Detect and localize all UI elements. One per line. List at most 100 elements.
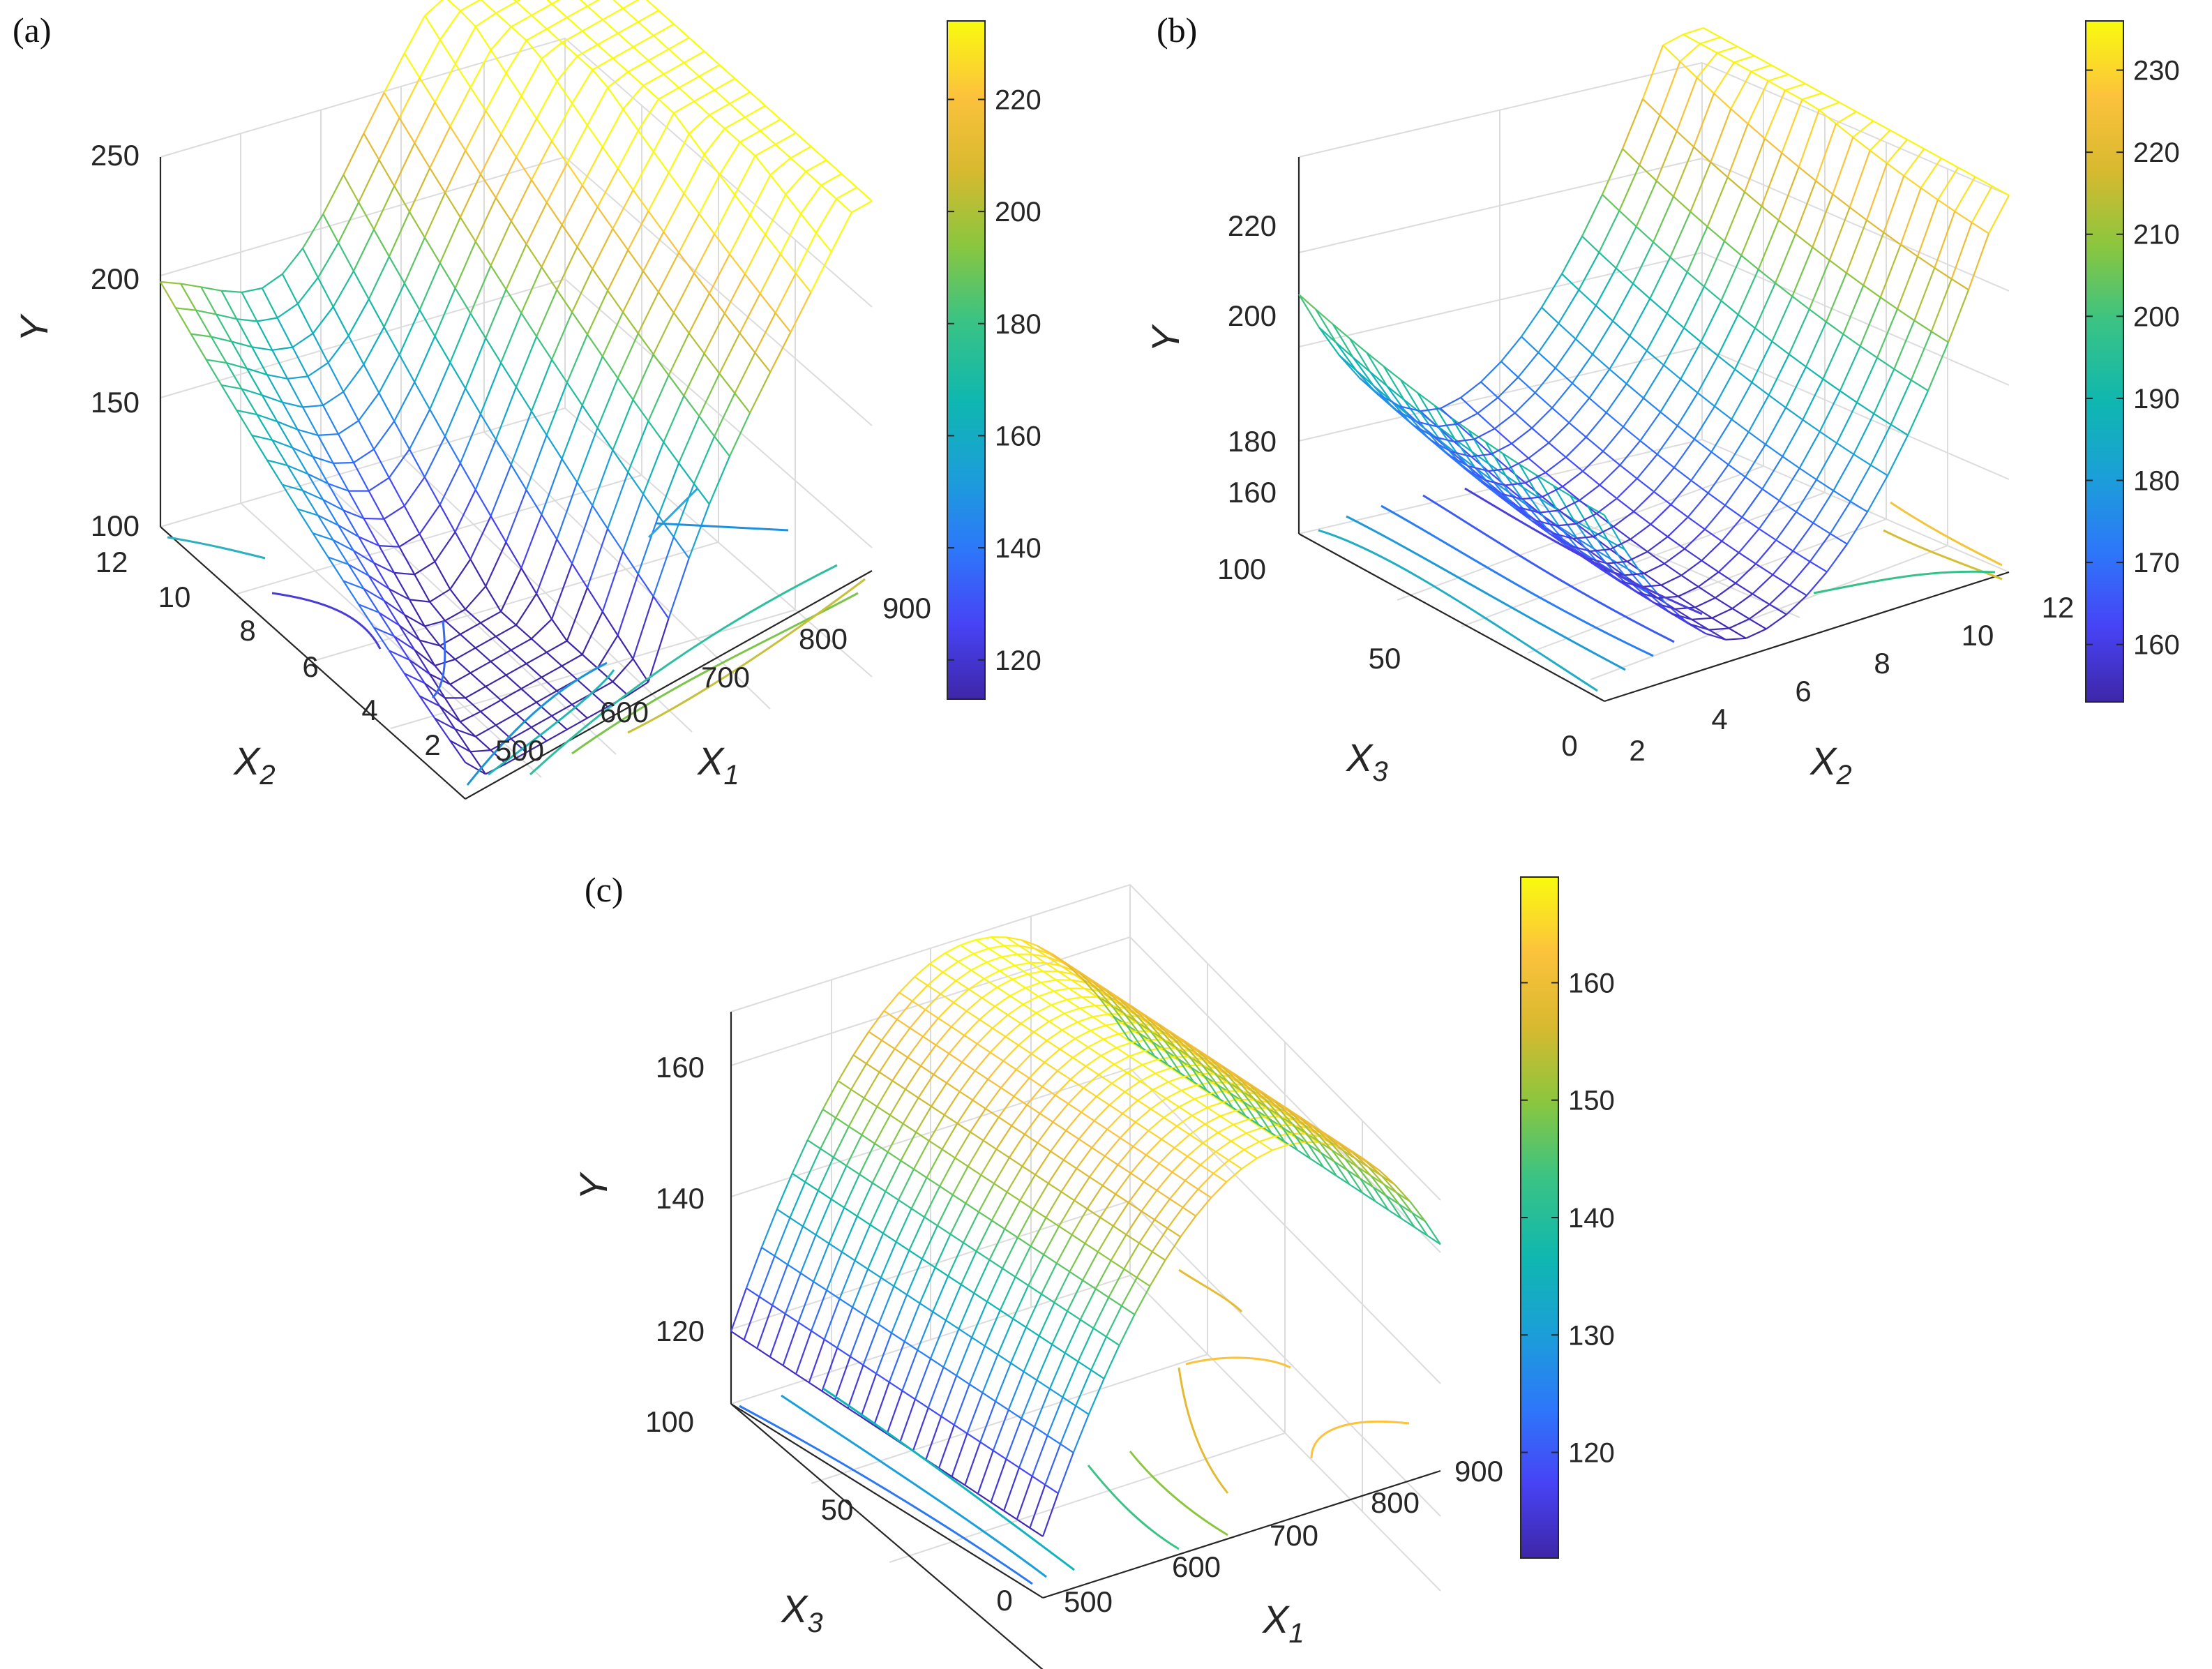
panel-a-mesh-line [516,387,532,412]
colorbar-tick-label: 210 [2133,220,2180,250]
panel-c-mesh-line [1006,1191,1021,1202]
panel-b-mesh-line [1590,529,1612,560]
panel-a-mesh-line [769,331,792,373]
panel-a-mesh-line [474,647,492,662]
panel-a-mesh-line [693,272,710,294]
panel-b-mesh-line [1957,167,1976,178]
panel-a-mesh-line [723,313,741,334]
panel-c-mesh-line [1071,1208,1088,1236]
panel-a-mesh-line [520,514,543,569]
panel-b-mesh-line [1867,475,1888,513]
panel-a-mesh-line [190,334,207,360]
panel-b-mesh-line [1700,341,1719,357]
panel-b-mesh-line [1366,352,1388,387]
panel-c-mesh-line [1251,1089,1268,1108]
panel-b-mesh-line [1903,175,1922,189]
panel-c-mesh-line [1072,1046,1089,1058]
panel-c-mesh-line [1009,987,1026,997]
panel-a-mesh-line [703,313,725,354]
panel-c-mesh-line [802,1225,817,1236]
panel-c-mesh-line [769,1356,784,1366]
panel-c-mesh-line [907,1056,921,1067]
panel-b-mesh-line [1534,392,1553,409]
panel-b-mesh-line [1318,327,1337,343]
panel-b-mesh-line [1687,516,1706,530]
panel-c-mesh-line [1383,1183,1400,1205]
panel-c-mesh-line [758,1296,773,1306]
panel-c-mesh-line [1069,1271,1083,1281]
panel-c-mesh-line [1061,1029,1076,1040]
panel-b-mesh-line [1659,114,1678,132]
panel-c-mesh-line [1227,1081,1244,1102]
panel-a-mesh-line [500,95,522,135]
panel-c-mesh-line [1279,1115,1296,1137]
panel-a-mesh-line [383,283,405,328]
colorbar-tick-label: 160 [2133,630,2180,661]
panel-a-mesh-line [516,713,532,728]
panel-c-mesh-line [1372,1186,1390,1211]
panel-b-mesh-line [1536,474,1554,487]
panel-b-mesh-line [1618,210,1637,227]
panel-b-mesh-line [1683,327,1702,343]
panel-b-mesh-line [1856,401,1874,414]
panel-c-mesh-line [1034,1174,1049,1184]
panel-c-mesh-line [880,1277,895,1287]
panel-c-mesh-line [1032,953,1046,964]
panel-a-mesh-line [343,509,364,520]
panel-a-mesh-line [709,114,725,130]
panel-a-mesh-line [760,130,776,145]
panel-a-mesh-line [520,688,537,703]
panel-c-mesh-line [1241,1157,1258,1170]
panel-a-mesh-line [714,233,730,255]
panel-c-mesh-line [1355,1158,1372,1176]
panel-a-mesh-line [373,186,396,230]
panel-c-mesh-line [1005,936,1020,947]
panel-b-mesh-line [1505,474,1523,488]
panel-c-mesh-line [1034,948,1051,955]
panel-b-mesh-line [1693,146,1712,163]
panel-a-mesh-line [601,611,619,636]
panel-a-mesh-line [851,200,873,214]
panel-c-mesh-line [934,1266,949,1277]
panel-c-mesh-line [958,1070,976,1093]
panel-c-mesh-line [1097,996,1114,1017]
panel-b-xtick: 2 [1629,734,1645,767]
panel-a-mesh-line [673,23,690,38]
panel-c-mesh-line [1129,1050,1145,1057]
panel-c-mesh-line [841,1215,858,1252]
panel-a-mesh-line [642,84,659,100]
panel-b-mesh-line [1646,313,1668,352]
panel-a-mesh-line [343,174,360,203]
panel-a-mesh-line [347,491,365,519]
panel-c-mesh-line [1180,1215,1197,1238]
panel-a-mesh-line [581,405,599,428]
panel-a-mesh-line [683,353,705,396]
panel-c-mesh-line [988,945,1005,950]
panel-a-mesh-line [795,272,812,293]
panel-b-mesh-line [1667,536,1685,550]
panel-c-mesh-line [1165,1089,1182,1100]
panel-c-mesh-line [866,1063,880,1073]
panel-a-mesh-line [312,532,329,558]
panel-c-mesh-line [1253,1098,1270,1120]
panel-c-mesh-line [1104,987,1120,1001]
panel-c-mesh-line [893,1285,908,1296]
panel-c-mesh-line [939,1185,954,1196]
panel-b-mesh-line [1420,412,1442,442]
panel-c-mesh-line [1362,1192,1376,1202]
panel-c-mesh-line [903,1303,921,1342]
panel-b-mesh-line [1678,585,1699,597]
panel-a-mesh-line [500,133,518,158]
panel-a-mesh-line [454,532,472,560]
panel-c-mesh-line [826,1289,841,1300]
panel-c-mesh-line [963,1211,979,1243]
panel-a-mesh-line [459,174,481,218]
panel-c-mesh-line [1277,1107,1294,1125]
panel-b-mesh-line [1565,456,1583,472]
panel-a-mesh-line [505,663,527,676]
panel-c-mesh-line [961,1043,978,1063]
panel-a-mesh-line [587,290,609,335]
panel-c-mesh-line [991,1220,1005,1230]
panel-c-mesh-line [1207,1056,1224,1069]
panel-c-mesh-line [1006,1165,1023,1193]
